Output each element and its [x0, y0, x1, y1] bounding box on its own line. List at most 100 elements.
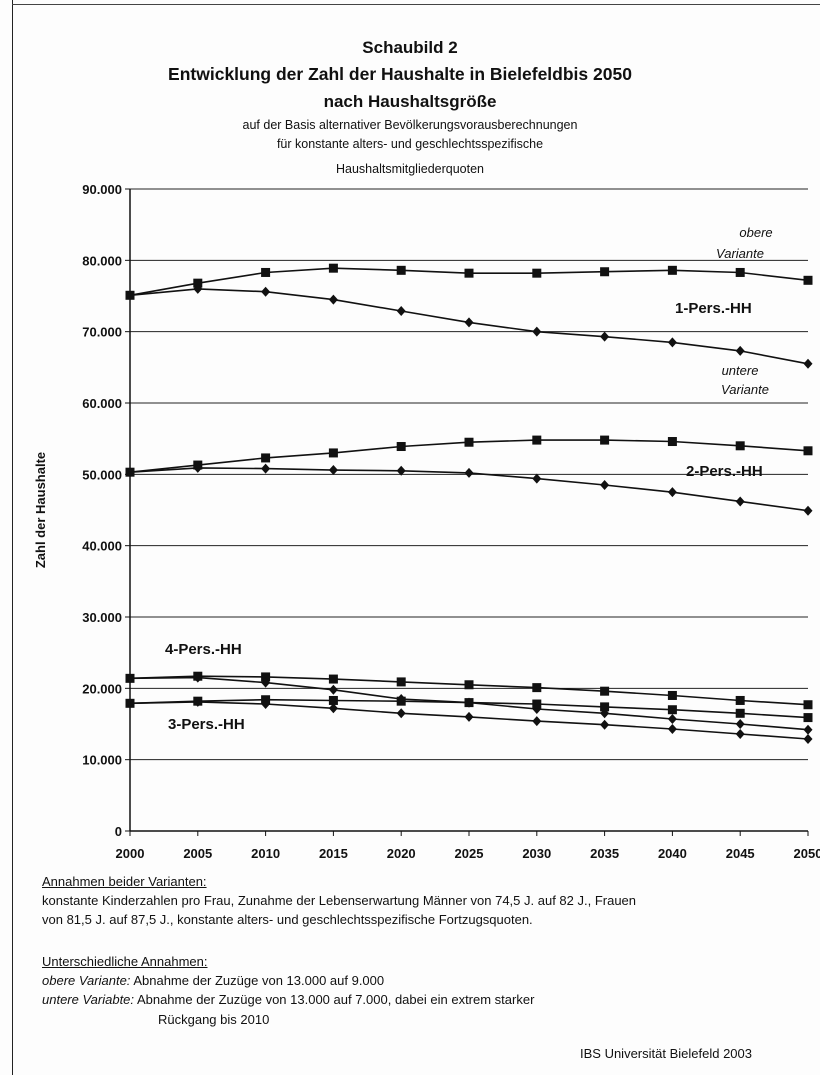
data-point-4-pers-hh-untere: [803, 724, 813, 735]
data-point-1-pers-hh-obere: [600, 267, 610, 277]
data-point-4-pers-hh-obere: [667, 690, 677, 700]
data-point-4-pers-hh-untere: [328, 684, 338, 695]
data-point-4-pers-hh-obere: [261, 672, 271, 682]
data-point-2-pers-hh-untere: [328, 465, 338, 476]
data-point-2-pers-hh-obere: [328, 448, 338, 458]
data-point-1-pers-hh-untere: [125, 290, 135, 301]
data-point-3-pers-hh-untere: [532, 716, 542, 727]
data-point-3-pers-hh-untere: [735, 728, 745, 739]
data-point-4-pers-hh-obere: [464, 680, 474, 690]
data-point-4-pers-hh-untere: [125, 673, 135, 684]
label-untere-2: Variante: [721, 382, 769, 397]
data-point-1-pers-hh-obere: [532, 268, 542, 278]
obere-variante-label: obere Variante:: [42, 973, 131, 988]
y-axis-label: Zahl der Haushalte: [33, 452, 48, 568]
data-point-1-pers-hh-untere: [803, 358, 813, 369]
label-4-pers-hh: 4-Pers.-HH: [165, 641, 242, 658]
data-point-2-pers-hh-untere: [667, 487, 677, 498]
y-tick-label: 50.000: [82, 467, 122, 482]
data-point-2-pers-hh-obere: [735, 441, 745, 451]
data-point-3-pers-hh-obere: [735, 708, 745, 718]
data-point-4-pers-hh-obere: [803, 700, 813, 710]
chart-title-line3: nach Haushaltsgröße: [323, 92, 497, 111]
y-tick-label: 0: [115, 824, 122, 839]
data-point-2-pers-hh-obere: [261, 453, 271, 463]
data-point-3-pers-hh-obere: [803, 713, 813, 723]
data-point-1-pers-hh-untere: [464, 317, 474, 328]
data-point-1-pers-hh-untere: [667, 337, 677, 348]
chart-subtitle-line3: Haushaltsmitgliederquoten: [335, 162, 484, 176]
assumptions-line2: von 81,5 J. auf 87,5 J., konstante alter…: [42, 912, 533, 927]
data-point-4-pers-hh-untere: [193, 672, 203, 683]
data-point-3-pers-hh-obere: [464, 698, 474, 708]
data-point-2-pers-hh-untere: [193, 462, 203, 473]
y-tick-label: 70.000: [82, 325, 122, 340]
data-point-2-pers-hh-untere: [735, 496, 745, 507]
y-tick-label: 40.000: [82, 539, 122, 554]
chart-series: [125, 263, 813, 744]
data-point-2-pers-hh-untere: [803, 505, 813, 516]
data-point-2-pers-hh-untere: [396, 465, 406, 476]
data-point-4-pers-hh-untere: [667, 714, 677, 725]
obere-variante-text: Abnahme der Zuzüge von 13.000 auf 9.000: [133, 973, 385, 988]
data-point-1-pers-hh-untere: [328, 294, 338, 305]
data-point-2-pers-hh-obere: [600, 435, 610, 445]
data-point-3-pers-hh-untere: [396, 708, 406, 719]
x-tick-label: 2015: [319, 846, 348, 861]
data-point-4-pers-hh-obere: [735, 695, 745, 705]
untere-variante-text: Abnahme der Zuzüge von 13.000 auf 7.000,…: [136, 992, 535, 1007]
data-point-2-pers-hh-obere: [667, 437, 677, 447]
label-1-pers-hh: 1-Pers.-HH: [675, 300, 752, 317]
label-obere-1: obere: [739, 225, 772, 240]
data-point-1-pers-hh-obere: [735, 267, 745, 277]
data-point-3-pers-hh-untere: [464, 711, 474, 722]
x-tick-label: 2030: [522, 846, 551, 861]
data-point-2-pers-hh-untere: [600, 480, 610, 491]
data-point-4-pers-hh-obere: [328, 674, 338, 684]
data-point-3-pers-hh-untere: [261, 699, 271, 710]
chart-tick-labels: 0 10.000 20.000 30.000 40.000 50.000 60.000 70.…: [82, 182, 820, 861]
y-tick-label: 10.000: [82, 753, 122, 768]
data-point-1-pers-hh-obere: [464, 268, 474, 278]
data-point-1-pers-hh-obere: [803, 275, 813, 285]
data-point-4-pers-hh-untere: [735, 719, 745, 729]
assumptions-line1: konstante Kinderzahlen pro Frau, Zunahme…: [42, 893, 637, 908]
x-tick-label: 2010: [251, 846, 280, 861]
obere-variante-note: obere Variante: Abnahme der Zuzüge von 1…: [42, 971, 384, 990]
data-point-3-pers-hh-obere: [396, 696, 406, 706]
data-point-3-pers-hh-untere: [803, 733, 813, 744]
data-point-1-pers-hh-untere: [735, 345, 745, 356]
data-point-2-pers-hh-untere: [125, 467, 135, 478]
x-tick-label: 2020: [387, 846, 416, 861]
x-tick-label: 2025: [455, 846, 484, 861]
data-point-1-pers-hh-untere: [193, 283, 203, 294]
y-tick-label: 90.000: [82, 182, 122, 197]
x-tick-label: 2045: [726, 846, 755, 861]
chart-subtitle-line2: für konstante alters- und geschlechtsspe…: [276, 137, 544, 151]
data-point-3-pers-hh-obere: [600, 702, 610, 712]
y-tick-label: 80.000: [82, 253, 122, 268]
label-3-pers-hh: 3-Pers.-HH: [168, 716, 245, 733]
chart-grid: [130, 188, 808, 761]
data-point-2-pers-hh-untere: [532, 473, 542, 484]
chart-subtitle-line1: auf der Basis alternativer Bevölkerungsv…: [242, 118, 578, 132]
data-point-3-pers-hh-obere: [532, 699, 542, 709]
data-point-4-pers-hh-untere: [261, 677, 271, 688]
y-tick-label: 30.000: [82, 610, 122, 625]
data-point-1-pers-hh-obere: [396, 265, 406, 275]
data-point-2-pers-hh-obere: [464, 437, 474, 447]
data-point-3-pers-hh-untere: [193, 696, 203, 707]
label-2-pers-hh: 2-Pers.-HH: [686, 463, 763, 480]
data-point-4-pers-hh-obere: [600, 686, 610, 696]
data-point-3-pers-hh-untere: [667, 723, 677, 734]
data-point-1-pers-hh-untere: [532, 326, 542, 337]
data-point-2-pers-hh-obere: [803, 446, 813, 456]
untere-variante-label: untere Variabte:: [42, 992, 135, 1007]
page-border-left: [12, 0, 13, 1075]
data-point-2-pers-hh-untere: [261, 463, 271, 474]
data-point-3-pers-hh-untere: [125, 698, 135, 709]
untere-variante-text-2: Rückgang bis 2010: [158, 1012, 270, 1027]
chart-title-line2: Entwicklung der Zahl der Haushalte in Bi…: [168, 64, 632, 84]
data-point-2-pers-hh-obere: [396, 442, 406, 452]
untere-variante-note: untere Variabte: Abnahme der Zuzüge von …: [42, 990, 534, 1009]
